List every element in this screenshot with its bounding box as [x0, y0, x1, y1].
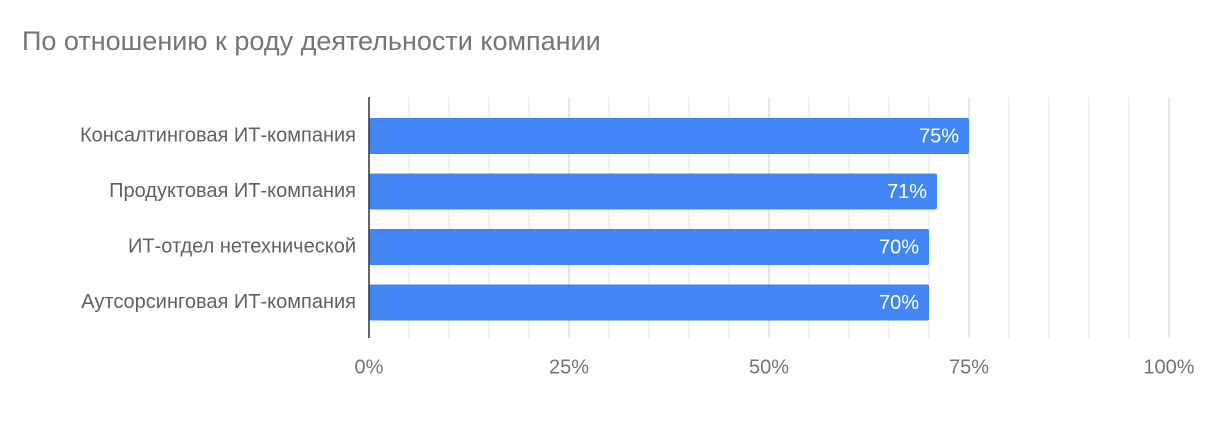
x-tick-label: 100% — [1143, 356, 1194, 378]
y-tick-label: Продуктовая ИТ-компания — [109, 180, 356, 202]
x-tick-label: 75% — [949, 356, 989, 378]
chart-title: По отношению к роду деятельности компани… — [22, 26, 601, 56]
bar — [369, 173, 937, 210]
y-tick-label: Консалтинговая ИТ-компания — [80, 124, 356, 146]
x-tick-label: 25% — [549, 356, 589, 378]
value-label: 75% — [919, 125, 959, 147]
y-tick-label: Аутсорсинговая ИТ-компания — [81, 291, 356, 313]
value-label: 70% — [879, 236, 919, 258]
y-tick-label: ИТ-отдел нетехнической — [128, 235, 356, 257]
bar — [369, 118, 969, 154]
value-label: 71% — [887, 181, 927, 203]
bar — [369, 284, 929, 321]
bar — [369, 229, 929, 265]
value-label: 70% — [879, 292, 919, 314]
x-tick-label: 50% — [749, 356, 789, 378]
x-tick-label: 0% — [355, 356, 384, 378]
